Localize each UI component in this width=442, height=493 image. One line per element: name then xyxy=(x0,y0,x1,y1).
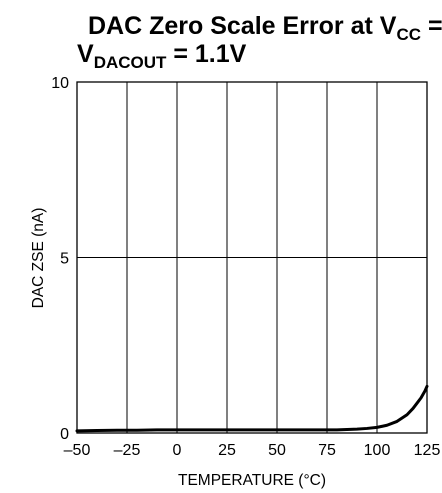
x-tick-label: –25 xyxy=(114,442,141,459)
y-axis-label: DAC ZSE (nA) xyxy=(30,208,47,309)
y-tick-label: 10 xyxy=(51,75,69,92)
chart-title-line1: DAC Zero Scale Error at VCC = 3V, xyxy=(88,12,442,44)
x-tick-label: 100 xyxy=(364,442,391,459)
x-tick-label: 75 xyxy=(318,442,336,459)
x-tick-label: 50 xyxy=(268,442,286,459)
series-line xyxy=(75,384,429,433)
y-tick-label: 5 xyxy=(60,251,69,268)
x-tick-label: 125 xyxy=(414,442,441,459)
x-tick-label: –50 xyxy=(64,442,91,459)
x-tick-label: 0 xyxy=(173,442,182,459)
x-tick-label: 25 xyxy=(218,442,236,459)
y-tick-labels: 0 5 10 xyxy=(51,75,69,443)
grid xyxy=(77,82,427,433)
y-tick-label: 0 xyxy=(60,426,69,443)
series-layer xyxy=(75,384,429,433)
plot-frame xyxy=(76,81,428,434)
x-tick-labels: –50 –25 0 25 50 75 100 125 xyxy=(64,442,441,459)
x-axis-label: TEMPERATURE (°C) xyxy=(178,472,326,489)
chart-title-line2: VDACOUT = 1.1V xyxy=(77,40,247,72)
